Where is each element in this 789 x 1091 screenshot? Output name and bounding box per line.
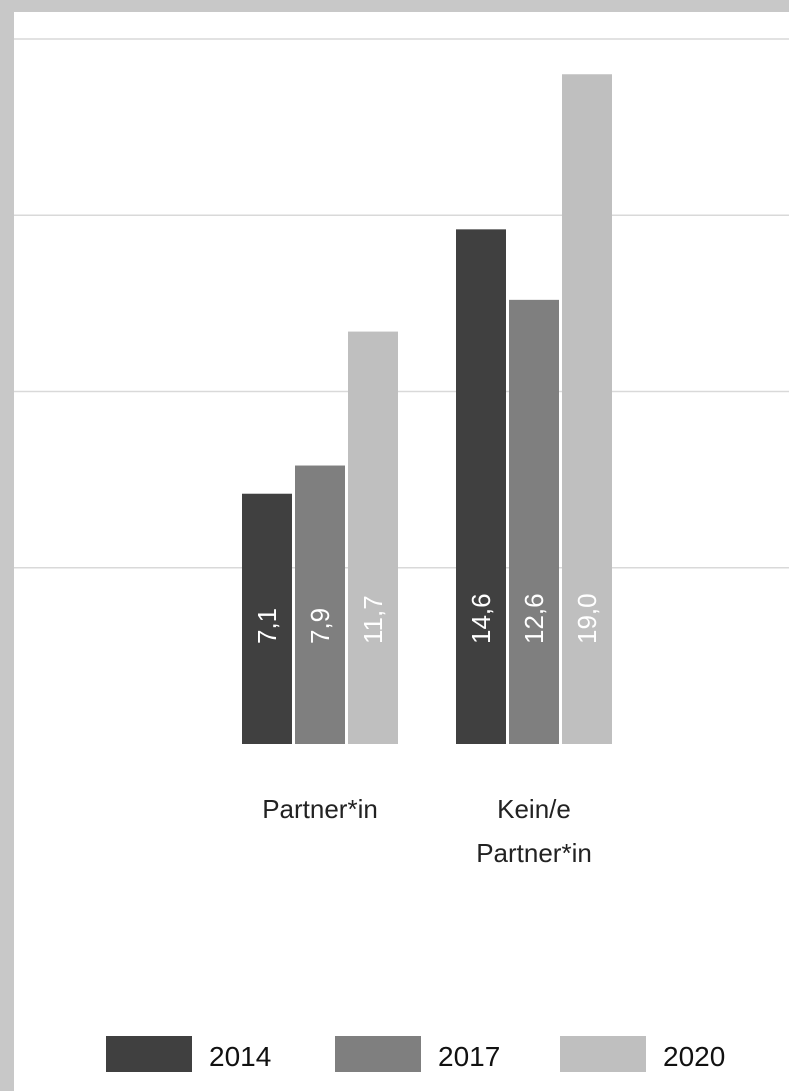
bar-value-label: 19,0 xyxy=(572,593,602,644)
bar-value-label: 14,6 xyxy=(466,593,496,644)
legend-swatch-2014 xyxy=(106,1036,192,1072)
bar-2014-2 xyxy=(456,229,506,745)
bar-value-label: 12,6 xyxy=(519,593,549,644)
bar-2020-2 xyxy=(562,74,612,744)
category-label: Kein/e Partner*in xyxy=(476,794,592,868)
bar-2020-1 xyxy=(348,331,398,744)
frame-border-left xyxy=(0,0,14,1091)
bar-value-label: 7,1 xyxy=(252,608,282,644)
bar-value-label: 7,9 xyxy=(305,608,335,644)
category-label: Partner*in xyxy=(262,794,378,824)
bar-2014-1 xyxy=(242,493,292,744)
legend-label-2017: 2017 xyxy=(438,1041,500,1072)
bar-2017-1 xyxy=(295,465,345,744)
legend-swatch-2020 xyxy=(560,1036,646,1072)
legend-swatch-2017 xyxy=(335,1036,421,1072)
bar-2017-2 xyxy=(509,299,559,744)
legend-label-2020: 2020 xyxy=(663,1041,725,1072)
frame-border-top xyxy=(0,0,789,12)
legend-label-2014: 2014 xyxy=(209,1041,271,1072)
bar-value-label: 11,7 xyxy=(358,595,388,644)
